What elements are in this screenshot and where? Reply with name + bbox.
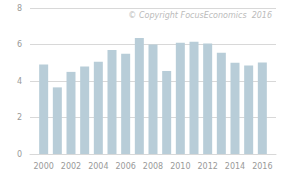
svg-text:2006: 2006 — [115, 162, 135, 171]
svg-text:6: 6 — [17, 40, 22, 49]
svg-text:2002: 2002 — [61, 162, 81, 171]
svg-text:2: 2 — [17, 113, 22, 122]
svg-text:4: 4 — [17, 77, 22, 86]
svg-text:2016: 2016 — [252, 162, 272, 171]
svg-text:© Copyright FocusEconomics 20: © Copyright FocusEconomics 2016 — [128, 11, 272, 20]
svg-text:2008: 2008 — [143, 162, 163, 171]
svg-text:2000: 2000 — [33, 162, 53, 171]
svg-text:0: 0 — [17, 150, 22, 159]
svg-text:2004: 2004 — [88, 162, 108, 171]
svg-text:8: 8 — [17, 4, 22, 13]
svg-text:2012: 2012 — [197, 162, 217, 171]
svg-text:2010: 2010 — [170, 162, 190, 171]
svg-text:2014: 2014 — [225, 162, 245, 171]
